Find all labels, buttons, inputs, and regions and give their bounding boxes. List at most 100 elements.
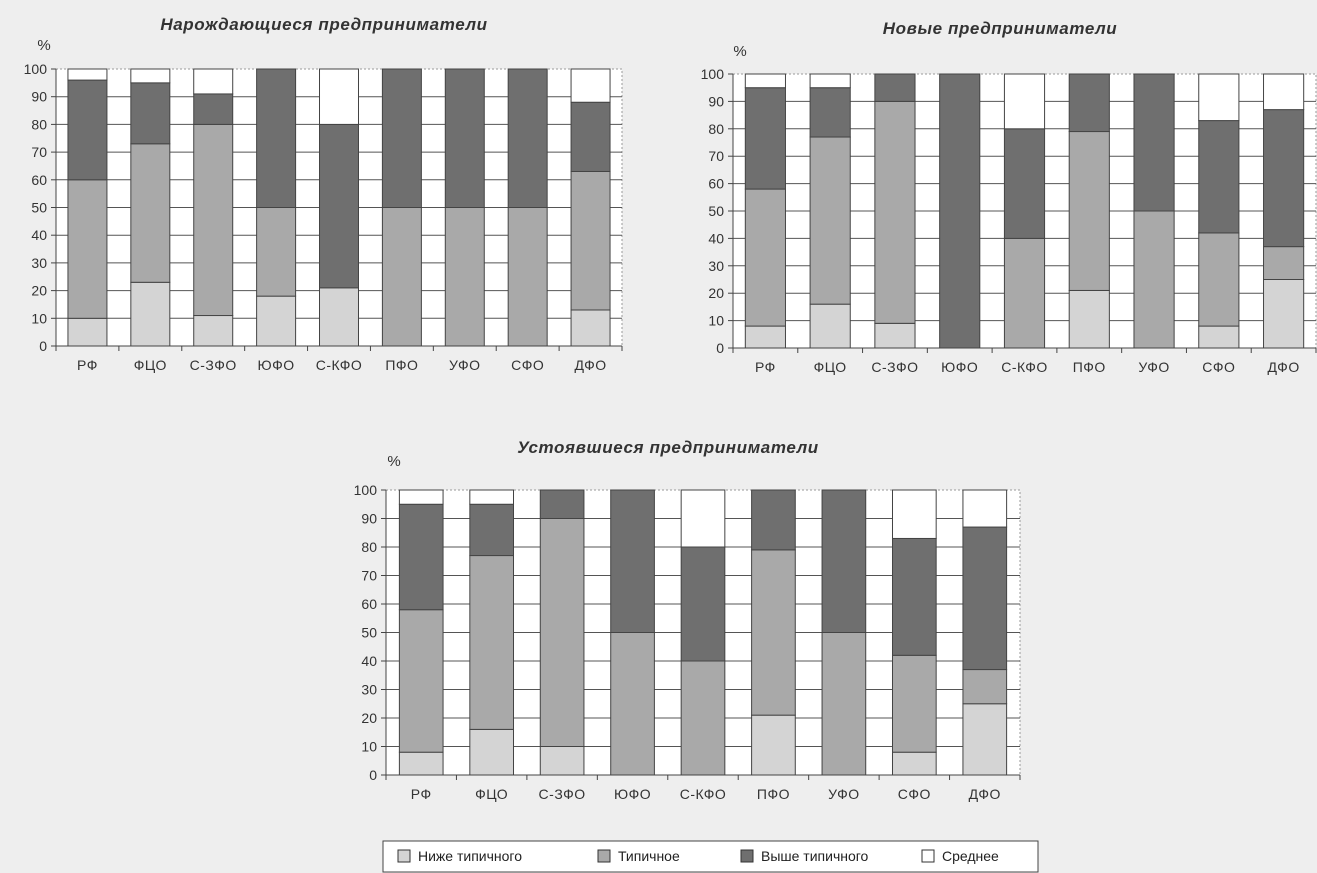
plot-area: 0 10 20 30 40 50 60 70 80 90 100 РФ ФЦО С-ЗФО ЮФО С-КФО… bbox=[701, 66, 1317, 375]
bar-segment-above bbox=[469, 503, 515, 557]
x-tick-label: ФЦО bbox=[814, 359, 847, 375]
bar-segment-below bbox=[1198, 325, 1240, 349]
y-tick-label: 90 bbox=[708, 93, 724, 109]
bar-segment-above bbox=[193, 93, 234, 125]
bar-segment-above bbox=[570, 101, 611, 172]
x-tick-label: ЮФО bbox=[614, 786, 651, 802]
bar-segment-above bbox=[744, 87, 786, 190]
y-tick-label: 90 bbox=[361, 511, 377, 527]
y-axis-unit: % bbox=[37, 37, 50, 54]
legend: Ниже типичного Типичное Выше типичного Сред… bbox=[382, 840, 1039, 873]
bar-segment-average bbox=[891, 489, 937, 539]
bar-segment-typical bbox=[67, 179, 108, 319]
bar-segment-above bbox=[539, 489, 585, 519]
x-tick-label: ЮФО bbox=[258, 357, 295, 373]
bar-segment-average bbox=[1198, 73, 1240, 122]
bar-segment-below bbox=[809, 303, 851, 349]
x-tick-label: С-ЗФО bbox=[190, 357, 237, 373]
bar-segment-average bbox=[193, 68, 234, 95]
y-tick-label: 10 bbox=[31, 310, 47, 326]
bar-segment-below bbox=[751, 714, 796, 776]
plot-area: 0 10 20 30 40 50 60 70 80 90 100 РФ ФЦО С-ЗФО ЮФО С-КФО… bbox=[354, 482, 1021, 802]
bar-segment-below bbox=[891, 751, 937, 776]
y-tick-label: 60 bbox=[708, 176, 724, 192]
bar-segment-typical bbox=[507, 207, 548, 347]
bar-segment-average bbox=[1003, 73, 1046, 130]
bar-segment-typical bbox=[1198, 232, 1240, 327]
legend-items: Ниже типичного Типичное Выше типичного Сред… bbox=[397, 848, 999, 864]
y-tick-label: 10 bbox=[708, 313, 724, 329]
y-tick-label: 20 bbox=[708, 285, 724, 301]
x-tick-label: С-КФО bbox=[680, 786, 726, 802]
bar-segment-typical bbox=[193, 123, 234, 317]
y-tick-label: 10 bbox=[361, 739, 377, 755]
bar-segment-typical bbox=[962, 669, 1008, 705]
bar-segment-typical bbox=[256, 207, 297, 297]
bar-segment-average bbox=[744, 73, 786, 89]
x-tick-label: РФ bbox=[411, 786, 432, 802]
bar-segment-typical bbox=[398, 609, 444, 753]
y-tick-label: 40 bbox=[31, 227, 47, 243]
chart-nascent: Нарождающиеся предприниматели % 0 10 20 30 4… bbox=[24, 15, 623, 373]
bar-segment-below bbox=[67, 317, 108, 347]
x-tick-label: ДФО bbox=[1268, 359, 1300, 375]
bar-segment-above bbox=[444, 68, 485, 208]
y-tick-label: 40 bbox=[708, 230, 724, 246]
bar-segment-typical bbox=[1133, 210, 1175, 349]
chart-established: Устоявшиеся предприниматели % 0 10 20 30 40 5… bbox=[354, 438, 1021, 802]
bar-segment-below bbox=[962, 703, 1008, 776]
y-tick-label: 100 bbox=[701, 66, 725, 82]
legend-swatch-average bbox=[921, 849, 935, 863]
legend-label-above: Выше типичного bbox=[761, 848, 869, 864]
bar-segment-typical bbox=[891, 654, 937, 753]
bar-segment-typical bbox=[539, 518, 585, 747]
y-tick-label: 70 bbox=[361, 568, 377, 584]
bar-segment-typical bbox=[821, 632, 867, 776]
bar-segment-above bbox=[610, 489, 655, 633]
bar-segment-above bbox=[1068, 73, 1110, 133]
x-tick-label: УФО bbox=[449, 357, 480, 373]
x-tick-label: УФО bbox=[828, 786, 859, 802]
x-tick-label: ДФО bbox=[969, 786, 1001, 802]
bar-segment-typical bbox=[874, 100, 916, 324]
y-tick-label: 80 bbox=[361, 539, 377, 555]
y-tick-label: 60 bbox=[31, 172, 47, 188]
bar-segment-below bbox=[319, 287, 359, 347]
y-tick-label: 50 bbox=[708, 203, 724, 219]
bar-segment-average bbox=[130, 68, 171, 84]
legend-swatch-below bbox=[397, 849, 411, 863]
bar-segment-above bbox=[874, 73, 916, 102]
x-tick-label: ФЦО bbox=[134, 357, 167, 373]
bar-segment-typical bbox=[570, 170, 611, 311]
y-tick-label: 100 bbox=[24, 61, 48, 77]
bar-segment-below bbox=[130, 281, 171, 347]
legend-swatch-above bbox=[740, 849, 754, 863]
bar-segment-typical bbox=[381, 207, 422, 347]
bar-segment-below bbox=[570, 309, 611, 347]
bar-segment-average bbox=[319, 68, 359, 125]
bar-segment-above bbox=[398, 503, 444, 611]
bar-segment-average bbox=[962, 489, 1008, 528]
legend-label-below: Ниже типичного bbox=[418, 848, 522, 864]
bar-segment-average bbox=[67, 68, 108, 81]
bar-segment-above bbox=[751, 489, 796, 551]
y-tick-label: 100 bbox=[354, 482, 378, 498]
bar-segment-above bbox=[939, 73, 981, 349]
bar-segment-above bbox=[1133, 73, 1175, 212]
bar-segment-above bbox=[67, 79, 108, 181]
y-tick-label: 80 bbox=[708, 121, 724, 137]
bar-segment-typical bbox=[1003, 237, 1046, 349]
bar-segment-typical bbox=[680, 660, 726, 776]
bar-segment-above bbox=[1263, 109, 1305, 248]
bar-segment-average bbox=[809, 73, 851, 89]
bar-segment-above bbox=[256, 68, 297, 208]
bar-segment-above bbox=[507, 68, 548, 208]
bar-segment-average bbox=[469, 489, 515, 505]
bar-segment-average bbox=[570, 68, 611, 103]
x-tick-label: ПФО bbox=[385, 357, 418, 373]
x-tick-label: СФО bbox=[898, 786, 931, 802]
bar-segment-typical bbox=[751, 549, 796, 716]
x-tick-label: ДФО bbox=[574, 357, 606, 373]
bar-segment-below bbox=[193, 315, 234, 347]
